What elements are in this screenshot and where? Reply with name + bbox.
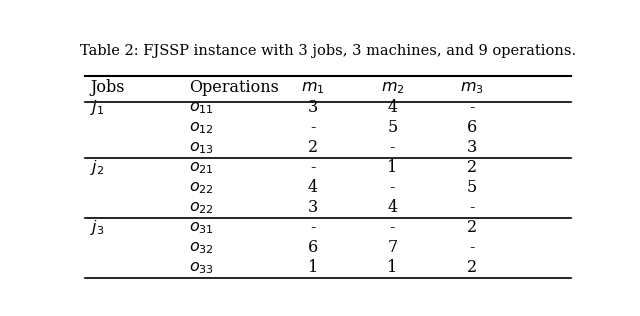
Text: -: - (469, 199, 475, 216)
Text: $o_{31}$: $o_{31}$ (189, 219, 214, 236)
Text: 3: 3 (308, 199, 318, 216)
Text: 6: 6 (308, 239, 318, 256)
Text: 2: 2 (467, 219, 477, 236)
Text: $o_{32}$: $o_{32}$ (189, 239, 214, 256)
Text: 7: 7 (387, 239, 397, 256)
Text: -: - (390, 219, 396, 236)
Text: $j_3$: $j_3$ (90, 218, 104, 237)
Text: Jobs: Jobs (90, 79, 124, 96)
Text: 1: 1 (308, 259, 318, 276)
Text: 4: 4 (387, 100, 397, 117)
Text: 3: 3 (308, 100, 318, 117)
Text: $o_{12}$: $o_{12}$ (189, 119, 214, 137)
Text: $o_{22}$: $o_{22}$ (189, 179, 214, 196)
Text: -: - (390, 139, 396, 156)
Text: $o_{22}$: $o_{22}$ (189, 199, 214, 216)
Text: -: - (469, 100, 475, 117)
Text: $o_{13}$: $o_{13}$ (189, 139, 214, 156)
Text: $o_{33}$: $o_{33}$ (189, 259, 214, 276)
Text: 5: 5 (387, 119, 397, 137)
Text: 1: 1 (387, 159, 397, 176)
Text: 1: 1 (387, 259, 397, 276)
Text: Table 2: FJSSP instance with 3 jobs, 3 machines, and 9 operations.: Table 2: FJSSP instance with 3 jobs, 3 m… (80, 44, 576, 58)
Text: 6: 6 (467, 119, 477, 137)
Text: $m_2$: $m_2$ (381, 79, 404, 96)
Text: -: - (310, 159, 316, 176)
Text: -: - (310, 119, 316, 137)
Text: 4: 4 (308, 179, 318, 196)
Text: $j_2$: $j_2$ (90, 158, 104, 177)
Text: 2: 2 (308, 139, 318, 156)
Text: 2: 2 (467, 259, 477, 276)
Text: 3: 3 (467, 139, 477, 156)
Text: $m_3$: $m_3$ (460, 79, 484, 96)
Text: Operations: Operations (189, 79, 279, 96)
Text: $o_{11}$: $o_{11}$ (189, 100, 214, 117)
Text: -: - (310, 219, 316, 236)
Text: -: - (469, 239, 475, 256)
Text: 5: 5 (467, 179, 477, 196)
Text: $o_{21}$: $o_{21}$ (189, 159, 214, 176)
Text: $m_1$: $m_1$ (301, 79, 325, 96)
Text: 4: 4 (387, 199, 397, 216)
Text: -: - (390, 179, 396, 196)
Text: $j_1$: $j_1$ (90, 99, 104, 118)
Text: 2: 2 (467, 159, 477, 176)
